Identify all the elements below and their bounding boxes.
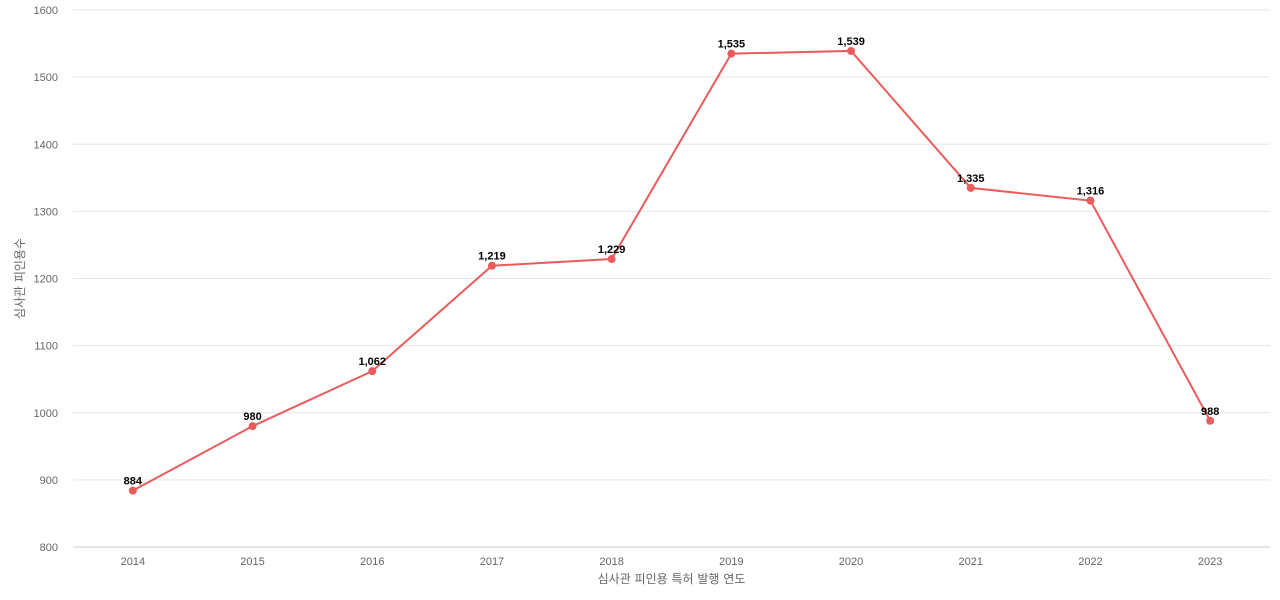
data-label: 980 <box>243 411 261 423</box>
x-axis-ticks: 2014 2015 2016 2017 2018 2019 2020 2021 2022 2023 <box>121 556 1223 568</box>
data-point[interactable] <box>1086 196 1095 205</box>
x-tick-label: 2021 <box>959 556 983 568</box>
y-tick-label: 1100 <box>34 341 58 353</box>
y-tick-label: 1200 <box>34 274 58 286</box>
data-label: 1,335 <box>957 173 985 185</box>
data-label: 884 <box>124 476 143 488</box>
data-label: 1,535 <box>718 39 746 51</box>
x-tick-label: 2019 <box>719 556 743 568</box>
data-point[interactable] <box>248 422 257 431</box>
y-tick-label: 1300 <box>34 206 58 218</box>
data-point[interactable] <box>1206 416 1215 425</box>
data-label: 1,316 <box>1077 186 1105 198</box>
data-point[interactable] <box>966 183 975 192</box>
data-point[interactable] <box>847 46 856 55</box>
x-tick-label: 2017 <box>480 556 504 568</box>
data-point[interactable] <box>727 49 736 58</box>
y-tick-label: 1400 <box>34 139 58 151</box>
data-point[interactable] <box>368 367 377 376</box>
data-point[interactable] <box>607 255 616 264</box>
x-tick-label: 2023 <box>1198 556 1222 568</box>
y-axis-ticks: 800 900 1000 1100 1200 1300 1400 1500 1600 <box>34 5 58 554</box>
x-tick-label: 2018 <box>599 556 623 568</box>
data-point[interactable] <box>128 486 137 495</box>
data-label: 1,062 <box>358 356 386 368</box>
x-axis-title: 심사관 피인용 특허 발행 연도 <box>598 571 746 586</box>
data-label: 1,539 <box>837 36 865 48</box>
data-label: 1,219 <box>478 251 506 263</box>
y-axis-title: 심사관 피인용수 <box>13 238 27 319</box>
data-labels: 884 980 1,062 1,219 1,229 1,535 1,539 1,335 1,31… <box>124 36 1220 488</box>
series-group <box>128 46 1215 495</box>
data-point[interactable] <box>487 261 496 270</box>
series-line <box>132 49 1212 492</box>
data-label: 1,229 <box>598 244 626 256</box>
y-tick-label: 1600 <box>34 5 58 17</box>
y-tick-label: 1000 <box>34 408 58 420</box>
y-tick-label: 1500 <box>34 72 58 84</box>
y-tick-label: 800 <box>40 542 58 554</box>
grid <box>73 9 1270 481</box>
y-tick-label: 900 <box>40 475 58 487</box>
x-tick-label: 2020 <box>839 556 863 568</box>
x-tick-label: 2014 <box>121 556 145 568</box>
x-tick-label: 2015 <box>240 556 264 568</box>
x-tick-label: 2022 <box>1078 556 1102 568</box>
x-tick-label: 2016 <box>360 556 384 568</box>
data-label: 988 <box>1201 406 1219 418</box>
